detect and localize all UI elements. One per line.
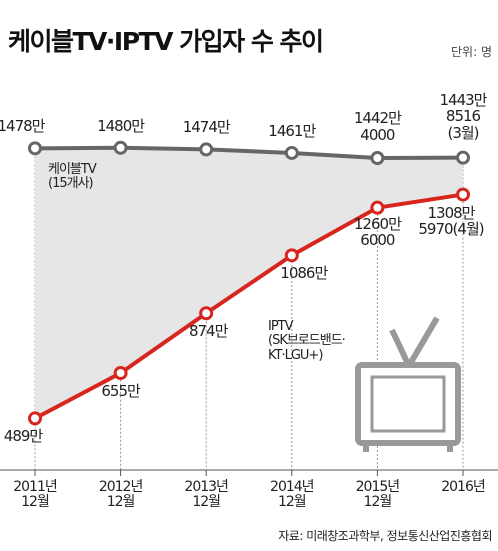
data-label: 1461만 [268,121,316,140]
line [34,192,464,421]
x-tick-label: 2011년 12월 [13,479,58,511]
marker [28,411,42,426]
marker [370,151,385,166]
series-note: IPTV (SK브로드밴드· KT·LGU+) [268,319,346,363]
marker [284,145,299,160]
x-tick-label: 2012년 12월 [98,479,144,511]
unit-note: 단위: 명 [451,45,492,59]
source: 자료: 미래창조과학부, 정보통신산업진흥협회 [278,529,492,543]
data-label: 1474만 [182,118,231,137]
x-tick-label: 2016년 [441,479,486,495]
marker [113,140,128,155]
marker [456,187,470,202]
marker [284,248,299,263]
x-tick-label: 2015년 12월 [355,479,401,511]
data-label: 1443만 8516 (3월) [439,90,488,142]
marker [113,366,128,381]
data-label: 874만 [188,322,228,341]
marker [28,141,42,156]
marker [370,200,385,215]
line [34,145,464,161]
data-label: 655만 [101,382,140,401]
x-tick-label: 2013년 12월 [184,479,229,511]
marker [199,142,214,157]
tv-icon [355,316,461,452]
data-label: 489만 [3,427,43,446]
data-label: 1480만 [97,116,145,135]
series-note: 케이블TV (15개사) [48,162,97,192]
data-label: 1086만 [280,264,328,283]
marker [456,150,470,165]
marker [199,306,214,321]
data-label: 1478만 [0,117,45,136]
x-tick-label: 2014년 12월 [270,479,315,511]
data-label: 1442만 4000 [353,109,402,144]
chart-title: 케이블TV·IPTV 가입자 수 추이 [8,27,324,56]
data-label: 1308만 5970(4월) [418,203,484,239]
data-label: 1260만 6000 [353,214,402,250]
